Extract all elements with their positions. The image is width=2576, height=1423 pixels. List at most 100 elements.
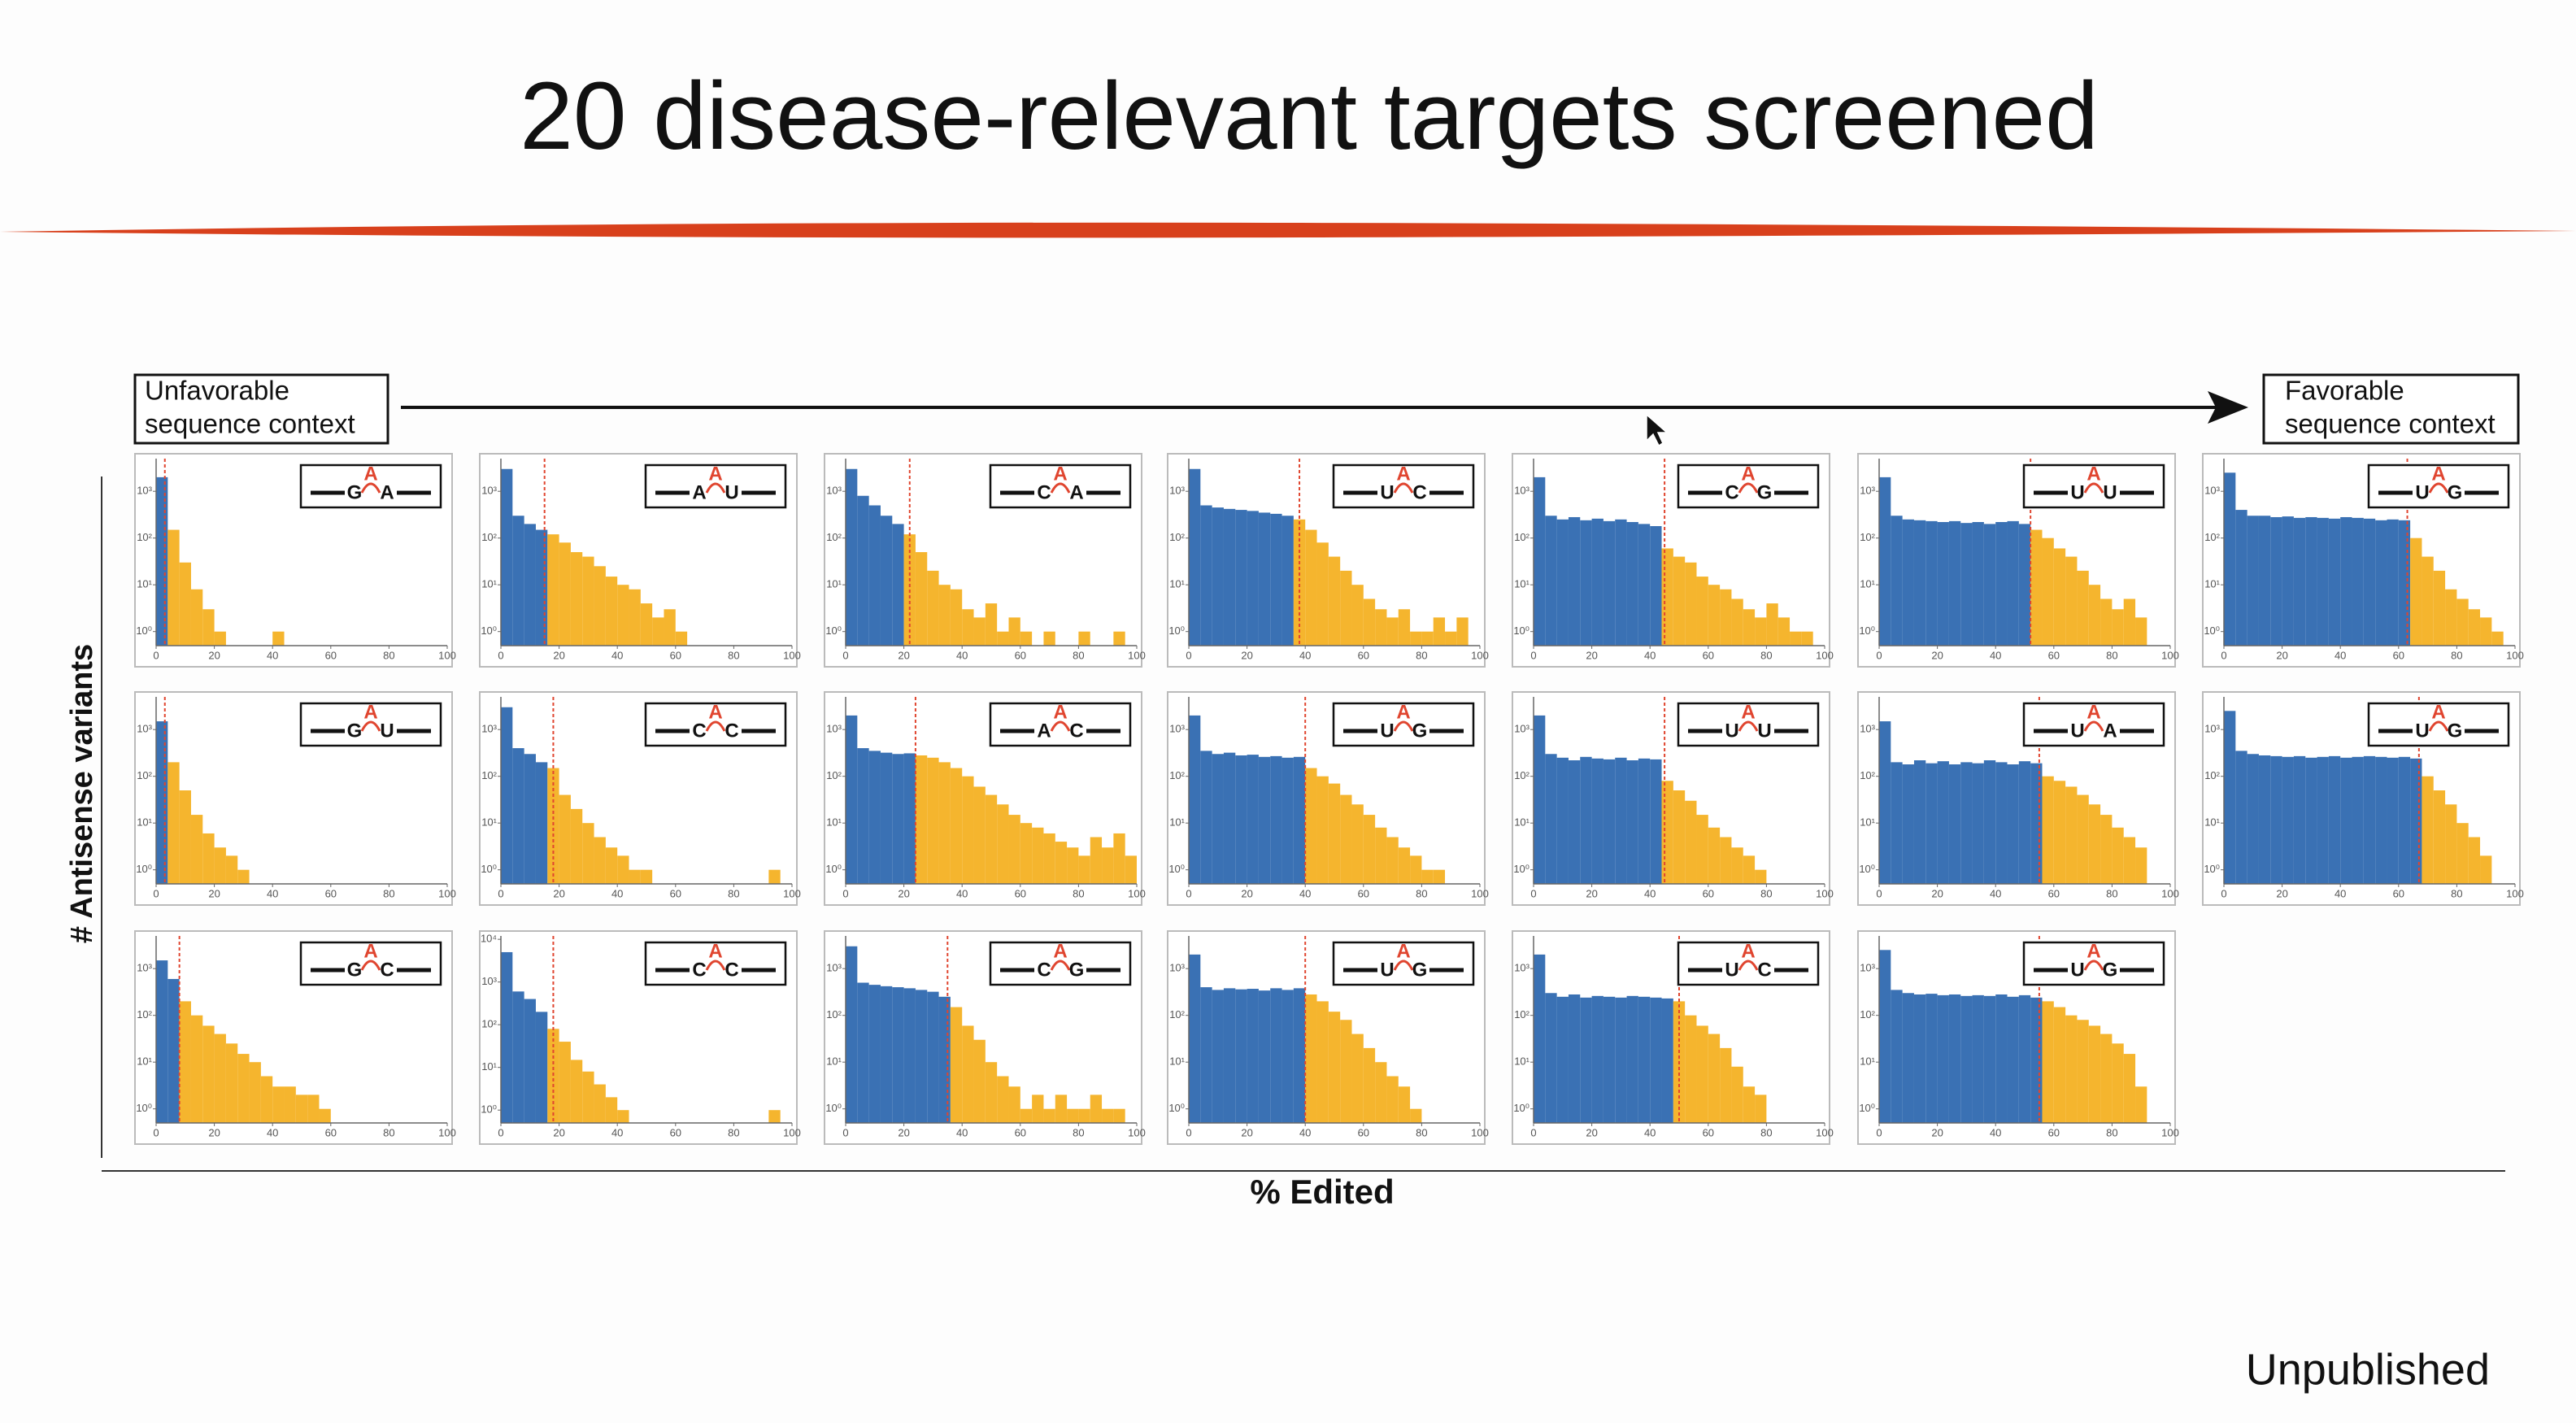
- motif-arch: [1738, 720, 1759, 732]
- bar: [1696, 815, 1708, 884]
- histogram-panel: 0 20 40 60 80 100 10⁰ 10¹ 10² 10³ A CA: [824, 691, 1146, 906]
- bar: [938, 585, 951, 646]
- x-tick-label: 60: [325, 887, 337, 899]
- motif-base: G: [1412, 720, 1428, 742]
- x-tick-label: 60: [1015, 887, 1026, 899]
- motif-base: G: [347, 481, 363, 503]
- bar: [1351, 585, 1364, 646]
- bar: [1556, 757, 1569, 884]
- y-tick-label: 10³: [1169, 723, 1185, 735]
- motif-arch: [1393, 960, 1414, 971]
- x-tick-label: 60: [1358, 1126, 1369, 1138]
- bar: [1200, 505, 1212, 646]
- bar: [629, 869, 641, 884]
- motif-arch: [1393, 720, 1414, 732]
- bar: [997, 631, 1009, 646]
- motif-arch: [1393, 482, 1414, 494]
- bar: [857, 748, 869, 884]
- x-tick-label: 0: [153, 1126, 159, 1138]
- bar: [1731, 1066, 1743, 1123]
- bar: [260, 1076, 273, 1123]
- y-tick-label: 10³: [1514, 485, 1530, 497]
- bar: [1270, 988, 1282, 1123]
- bar: [559, 542, 571, 646]
- bar: [997, 804, 1009, 884]
- motif-base: C: [692, 959, 706, 981]
- left-label: Unfavorable: [145, 376, 289, 406]
- bar: [1755, 1094, 1767, 1123]
- x-tick-label: 40: [267, 1126, 278, 1138]
- bar: [2258, 516, 2271, 646]
- y-tick-label: 10⁰: [2204, 863, 2220, 875]
- bar: [1556, 996, 1569, 1123]
- x-tick-label: 20: [1586, 649, 1597, 661]
- bar: [2135, 847, 2147, 884]
- bar: [2053, 1007, 2066, 1123]
- x-tick-label: 0: [498, 1126, 503, 1138]
- y-tick-label: 10⁰: [1168, 1102, 1185, 1114]
- bar: [202, 609, 215, 646]
- bar: [1247, 989, 1259, 1123]
- bar: [582, 556, 594, 646]
- x-tick-label: 80: [1073, 649, 1084, 661]
- bar: [915, 755, 928, 884]
- bar: [1983, 524, 1996, 646]
- y-tick-label: 10⁰: [825, 624, 842, 637]
- bar: [1078, 631, 1090, 646]
- bar: [2065, 556, 2078, 646]
- x-tick-label: 60: [670, 649, 681, 661]
- y-tick-label: 10³: [481, 485, 497, 497]
- bar: [1603, 520, 1616, 646]
- bar: [1626, 522, 1638, 646]
- bar: [1650, 759, 1662, 884]
- bar: [1937, 994, 1949, 1123]
- bar: [214, 1034, 226, 1123]
- motif-edit-base: A: [1053, 463, 1067, 485]
- histogram-panel: 0 20 40 60 80 100 10⁰ 10¹ 10² 10³ C AA: [824, 453, 1146, 668]
- bar: [1983, 995, 1996, 1123]
- x-tick-label: 0: [2221, 649, 2226, 661]
- bar: [1433, 617, 1446, 646]
- bar: [1948, 520, 1961, 646]
- x-tick-label: 60: [325, 649, 337, 661]
- motif-arch: [705, 960, 726, 971]
- right-label: Favorable: [2285, 376, 2404, 406]
- bar: [2340, 757, 2352, 884]
- bar: [501, 951, 513, 1123]
- y-tick-label: 10¹: [1514, 578, 1530, 590]
- motif-box: [644, 941, 787, 986]
- bar: [2433, 790, 2446, 884]
- bar: [1696, 1025, 1708, 1123]
- motif-arch: [2083, 482, 2104, 494]
- bar: [1008, 1086, 1020, 1123]
- motif-box: [2022, 941, 2165, 986]
- x-tick-label: 100: [783, 887, 801, 899]
- x-tick-label: 20: [553, 1126, 564, 1138]
- bar: [2235, 510, 2247, 646]
- motif-edit-base: A: [708, 463, 722, 485]
- x-tick-label: 20: [1241, 1126, 1252, 1138]
- motif-arch: [360, 482, 381, 494]
- bar: [927, 570, 939, 646]
- bar: [156, 721, 168, 884]
- histogram-panel: 0 20 40 60 80 100 10⁰ 10¹ 10² 10³ G UA: [134, 691, 456, 906]
- x-tick-label: 100: [2506, 887, 2524, 899]
- bar: [1293, 519, 1306, 646]
- bar: [1328, 783, 1341, 884]
- motif-base: C: [1037, 959, 1051, 981]
- bar: [1102, 1108, 1114, 1123]
- bar: [617, 1110, 629, 1123]
- y-tick-label: 10³: [137, 962, 152, 974]
- bar: [1925, 994, 1938, 1123]
- x-tick-label: 20: [1586, 1126, 1597, 1138]
- bar: [501, 707, 513, 884]
- x-tick-label: 100: [438, 649, 456, 661]
- bar: [2065, 786, 2078, 884]
- bar: [2053, 781, 2066, 884]
- y-tick-label: 10¹: [1169, 1055, 1185, 1068]
- bar: [168, 762, 180, 884]
- bar: [1445, 631, 1457, 646]
- y-tick-label: 10³: [1514, 723, 1530, 735]
- bar: [1580, 756, 1592, 884]
- bar: [2100, 598, 2113, 646]
